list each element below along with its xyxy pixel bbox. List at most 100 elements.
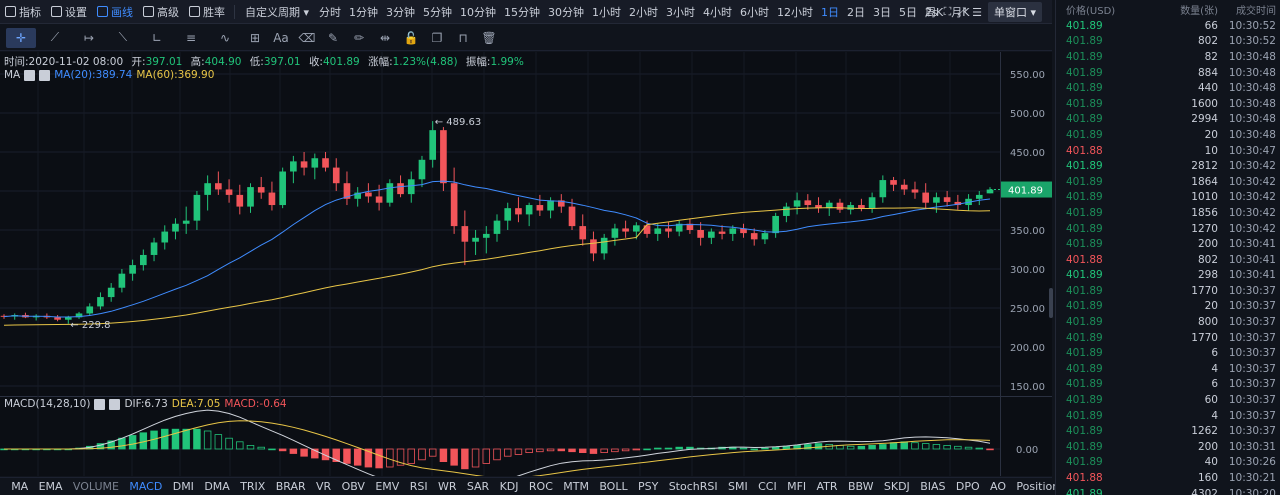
toolbar-item-2[interactable]: 画线 (92, 0, 138, 24)
indicator-tab[interactable]: ROC (528, 480, 553, 493)
period-tab[interactable]: 2日 (847, 5, 866, 19)
indicator-tab[interactable]: BRAR (275, 480, 306, 493)
period-tab[interactable]: 1分钟 (349, 5, 379, 19)
indicator-tab[interactable]: BBW (847, 480, 874, 493)
indicator-tab[interactable]: DPO (955, 480, 980, 493)
indicator-tab[interactable]: OBV (341, 480, 365, 493)
indicator-tab[interactable]: EMA (38, 480, 63, 493)
parallel-icon[interactable]: ≡ (185, 30, 197, 45)
text-icon[interactable]: Aa (273, 30, 289, 45)
brush-icon[interactable]: ✎ (327, 30, 339, 45)
period-tab[interactable]: 15分钟 (504, 5, 541, 19)
period-tab[interactable]: 4小时 (703, 5, 733, 19)
period-tab[interactable]: 周K (925, 5, 944, 19)
lock-icon[interactable]: 🔓 (403, 30, 419, 45)
indicator-tab[interactable]: SMI (728, 480, 748, 493)
period-tab[interactable]: 2小时 (629, 5, 659, 19)
dif-line (4, 409, 991, 476)
indicator-tab[interactable]: SAR (466, 480, 490, 493)
toolbar-item-1[interactable]: 设置 (46, 0, 92, 24)
window-mode-dropdown[interactable]: 单窗口 ▾ (987, 2, 1042, 22)
close-label: 收: (308, 56, 323, 68)
period-tab[interactable]: 3日 (873, 5, 892, 19)
period-tab[interactable]: 1小时 (592, 5, 622, 19)
custom-period-dropdown[interactable]: 自定义周期 ▾ (239, 4, 315, 20)
indicator-tab[interactable]: RSI (409, 480, 428, 493)
period-tab[interactable]: 分时 (319, 5, 342, 19)
period-tab[interactable]: 1日 (821, 5, 840, 19)
period-tab[interactable]: 5日 (899, 5, 918, 19)
settings-icon[interactable]: ☰ (972, 5, 982, 19)
indicator-tab[interactable]: TRIX (240, 480, 266, 493)
candle-body (515, 208, 522, 215)
ma-settings-icon[interactable] (24, 69, 36, 81)
period-tab[interactable]: 3分钟 (386, 5, 416, 19)
indicator-tab[interactable]: DMI (172, 480, 194, 493)
ray-icon[interactable]: ↦ (83, 30, 95, 45)
price-chart[interactable]: 550.00500.00450.00400.00350.00300.00250.… (0, 52, 1052, 476)
candle-body (943, 197, 951, 202)
expand-icon[interactable]: ⤢ (957, 5, 967, 18)
indicator-tab[interactable]: MA (11, 480, 29, 493)
ma-close-icon[interactable] (39, 69, 51, 81)
indicator-tab[interactable]: KDJ (499, 480, 519, 493)
toolbar-item-4[interactable]: 胜率 (184, 0, 230, 24)
indicator-tab[interactable]: ATR (816, 480, 838, 493)
indicator-tab[interactable]: EMV (375, 480, 400, 493)
indicator-tab[interactable]: DMA (204, 480, 230, 493)
crosshair-icon[interactable]: ✛ (6, 27, 36, 48)
indicator-tab[interactable]: BOLL (599, 480, 628, 493)
indicator-tab[interactable]: WR (437, 480, 457, 493)
eraser-icon[interactable]: ⌫ (298, 30, 316, 45)
fib-icon[interactable]: ⊞ (249, 30, 261, 45)
candle-body (718, 231, 726, 234)
indicator-tab[interactable]: CCI (758, 480, 777, 493)
indicator-tab[interactable]: VOLUME (72, 480, 119, 493)
indicator-tab[interactable]: Position (1016, 480, 1060, 493)
toolbar-item-0[interactable]: 指标 (0, 0, 46, 24)
period-tab[interactable]: 10分钟 (460, 5, 497, 19)
period-tab[interactable]: 3小时 (666, 5, 696, 19)
indicator-tab[interactable]: MTM (563, 480, 589, 493)
period-tab[interactable]: 6小时 (740, 5, 770, 19)
trade-price: 401.89 (1066, 206, 1103, 219)
period-tab[interactable]: 月K (951, 5, 970, 19)
magnet-icon[interactable]: ⊓ (458, 30, 468, 45)
dea-value: DEA:7.05 (171, 398, 221, 410)
macd-settings-icon[interactable] (94, 398, 106, 410)
indicator-tab[interactable]: BIAS (920, 480, 946, 493)
indicator-tab[interactable]: MFI (787, 480, 807, 493)
refresh-interval[interactable]: 2s (924, 5, 938, 19)
last-price-badge (1001, 181, 1052, 198)
macd-close-icon[interactable] (109, 398, 121, 410)
copy-icon[interactable]: ❐ (431, 30, 443, 45)
candle-body (290, 161, 297, 172)
candle-body (343, 183, 351, 199)
trash-icon[interactable]: 🗑 (481, 30, 497, 45)
indicator-tab[interactable]: SKDJ (883, 480, 910, 493)
indicator-tab[interactable]: MACD (129, 480, 163, 493)
fullscreen-icon[interactable]: ⛶ (943, 5, 952, 18)
angle-icon[interactable]: ∟ (151, 30, 163, 45)
macd-bar (246, 444, 255, 450)
trade-time: 10:30:20 (1228, 487, 1276, 495)
macd-bar (589, 448, 598, 454)
period-tab[interactable]: 5分钟 (423, 5, 453, 19)
line-icon[interactable]: ⟋ (50, 30, 60, 44)
period-tab[interactable]: 30分钟 (548, 5, 585, 19)
panel-splitter[interactable] (1049, 288, 1053, 318)
indicator-tab[interactable]: AO (990, 480, 1007, 493)
candle-body (900, 184, 908, 190)
indicator-tab[interactable]: PSY (637, 480, 659, 493)
toolbar-item-3[interactable]: 高级 (138, 0, 184, 24)
wave-icon[interactable]: ∿ (219, 30, 231, 45)
trade-time: 10:30:26 (1228, 456, 1276, 469)
period-tab[interactable]: 12小时 (777, 5, 814, 19)
indicator-tab[interactable]: VR (316, 480, 332, 493)
pencil-icon[interactable]: ✏ (353, 30, 365, 45)
indicator-tab[interactable]: StochRSI (668, 480, 718, 493)
macd-bar (257, 446, 265, 450)
trend-icon[interactable]: ⟍ (118, 30, 128, 44)
open-value: 397.01 (145, 56, 183, 68)
measure-icon[interactable]: ⇹ (379, 30, 391, 45)
